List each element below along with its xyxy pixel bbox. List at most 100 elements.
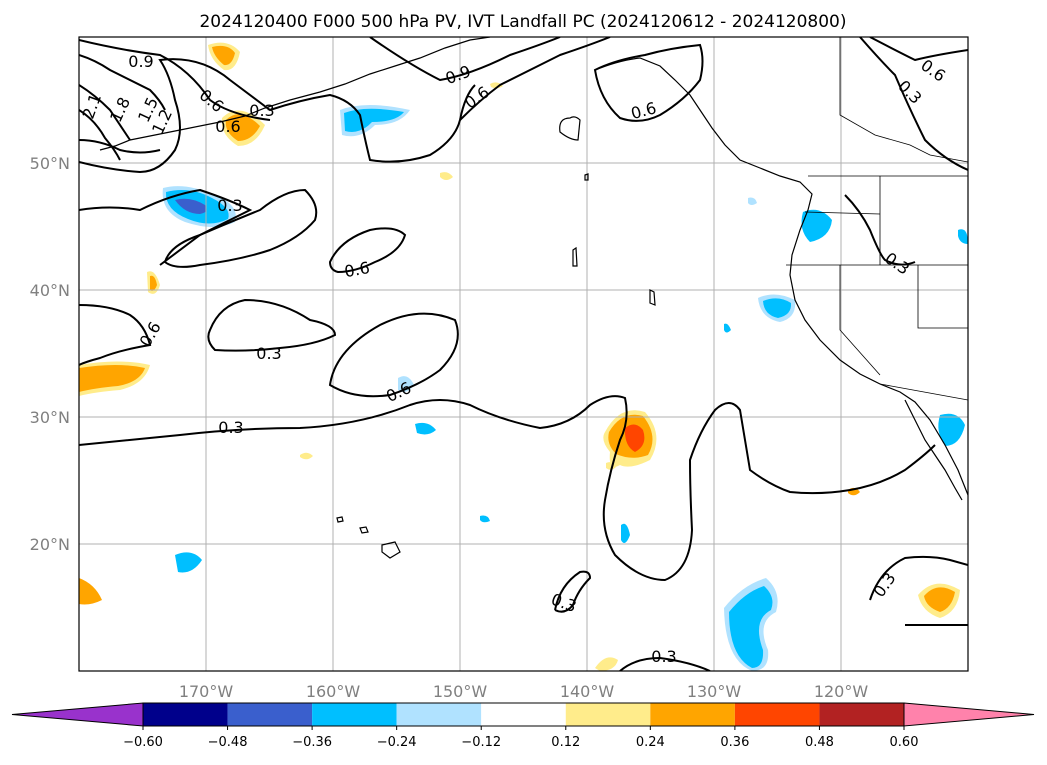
colorbar-tick-label: −0.24 <box>377 735 417 750</box>
colorbar-segment <box>819 703 904 726</box>
lon-tick-labels: 170°W 160°W 150°W 140°W 130°W 120°W <box>179 682 869 701</box>
alaska-panhandle-coast <box>594 57 968 496</box>
contour-label: 0.3 <box>249 101 274 120</box>
colorbar-tick-label: −0.12 <box>461 735 501 750</box>
shade-positive-small-1 <box>440 172 453 180</box>
shade-negative-small-3 <box>480 515 490 523</box>
contour-west-1.5 <box>79 109 121 161</box>
island-small-1 <box>572 246 578 267</box>
shade-positive-south-bottom <box>595 657 618 671</box>
lat-tick-label: 20°N <box>30 535 70 554</box>
colorbar-tick-label: −0.48 <box>208 735 248 750</box>
lat-tick-label: 40°N <box>30 281 70 300</box>
colorbar-segment <box>143 703 228 726</box>
shade-negative-small-4 <box>958 229 968 244</box>
map-title: 2024120400 F000 500 hPa PV, IVT Landfall… <box>199 12 846 32</box>
colorbar-extend-max <box>903 702 1035 727</box>
contour-label: 0.6 <box>215 117 240 136</box>
lon-tick-label: 140°W <box>560 682 615 701</box>
contour-0.6-west-edge <box>79 304 152 366</box>
shade-positive-small-4 <box>490 82 503 89</box>
contour-0.3-loop-mid <box>207 298 337 352</box>
lat-tick-label: 50°N <box>30 154 70 173</box>
shade-positive-west-edge-core <box>79 365 145 392</box>
contour-0.9-north <box>369 37 561 82</box>
contour-label: 0.9 <box>128 52 153 71</box>
contour-west-0.9 <box>79 39 271 121</box>
colorbar-frame <box>142 702 905 727</box>
ivt-shading <box>79 42 968 671</box>
gridlines <box>79 37 968 671</box>
shade-negative-hawaii-west <box>175 552 202 573</box>
colorbar-segment <box>396 703 482 726</box>
contour-0.3-south-main <box>79 395 936 582</box>
colorbar-segment <box>565 703 651 726</box>
contour-west-0.6 <box>79 58 476 174</box>
contour-0.6-north <box>459 37 611 121</box>
contour-west-2.1 <box>79 54 166 111</box>
shade-positive-west-bottom <box>79 578 102 605</box>
contour-label: 0.6 <box>343 258 371 281</box>
contour-label: 0.3 <box>651 647 676 666</box>
hawaii-oahu <box>336 516 344 523</box>
shade-negative-california-core <box>763 298 792 318</box>
contour-west-1.2 <box>79 139 161 154</box>
colorbar-segment <box>227 703 313 726</box>
pv-contours <box>79 37 968 671</box>
hawaii-big-island <box>381 541 401 559</box>
colorbar-segment <box>650 703 735 726</box>
shade-negative-south-core <box>729 586 773 668</box>
shade-positive-central-max <box>624 424 645 452</box>
map-frame <box>78 36 969 672</box>
contour-0.6-loop-nw <box>328 227 407 274</box>
shade-negative-nw-max <box>175 198 207 214</box>
shade-negative-mid-3 <box>621 523 630 544</box>
colorbar-tick-label: −0.60 <box>123 735 163 750</box>
island-small-3 <box>584 173 589 181</box>
state-border-az <box>917 265 968 329</box>
contour-label: 0.3 <box>217 196 242 215</box>
colorbar: −0.60 −0.48 −0.36 −0.24 −0.12 0.12 0.24 0.36 0.4… <box>11 702 1035 750</box>
colorbar-segment <box>312 703 397 726</box>
lat-tick-label: 30°N <box>30 408 70 427</box>
state-border-wa-or <box>804 211 881 215</box>
lon-tick-label: 150°W <box>433 682 488 701</box>
contour-west-1.8 <box>79 84 131 141</box>
map-background <box>79 37 968 671</box>
contour-west-0.3 <box>79 188 253 266</box>
lat-tick-labels: 50°N 40°N 30°N 20°N <box>30 154 70 554</box>
colorbar-tick-label: 0.24 <box>636 735 665 750</box>
shade-positive-aleutian-core <box>225 114 260 141</box>
hawaii-maui <box>359 526 369 534</box>
lon-tick-label: 120°W <box>814 682 869 701</box>
contour-0.6-loop-mid <box>328 312 459 398</box>
us-mexico-border <box>879 383 968 401</box>
colorbar-tick-label: 0.60 <box>890 735 919 750</box>
contour-0.3-northeast <box>859 37 968 171</box>
alaska-aleutian-coast <box>99 37 491 151</box>
shade-positive-northwest-core <box>212 45 235 66</box>
shade-negative-baja <box>938 413 965 446</box>
contour-0.3-loop-nw <box>163 188 318 268</box>
contour-0.3-southeast <box>869 555 968 601</box>
lon-tick-label: 160°W <box>306 682 361 701</box>
contour-label: 0.3 <box>218 418 243 437</box>
contour-0.3-south-hook <box>554 570 592 613</box>
shade-negative-mid-2 <box>415 422 436 435</box>
colorbar-tick-label: 0.36 <box>720 735 749 750</box>
contour-label: 0.3 <box>256 344 281 363</box>
contour-0.6-northeast <box>869 37 968 62</box>
contour-0.6-north-loop <box>593 43 704 122</box>
shade-positive-small-2 <box>300 452 313 460</box>
shade-negative-small-2 <box>748 197 757 205</box>
colorbar-segment <box>734 703 820 726</box>
colorbar-tick-label: 0.48 <box>805 735 834 750</box>
shade-negative-oregon <box>801 209 832 242</box>
colorbar-extend-min <box>11 702 144 727</box>
state-border-nv <box>839 265 881 376</box>
colorbar-tick-label: −0.36 <box>292 735 332 750</box>
lon-tick-label: 170°W <box>179 682 234 701</box>
coastlines <box>99 37 968 559</box>
colorbar-tick-label: 0.12 <box>551 735 580 750</box>
